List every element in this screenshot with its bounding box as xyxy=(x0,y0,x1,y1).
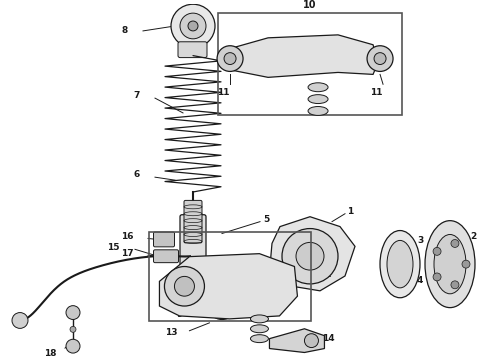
Text: 13: 13 xyxy=(165,328,177,337)
Ellipse shape xyxy=(380,230,420,298)
Circle shape xyxy=(188,21,198,31)
Circle shape xyxy=(367,46,393,71)
Circle shape xyxy=(66,306,80,319)
Text: 6: 6 xyxy=(134,170,140,179)
Text: 10: 10 xyxy=(303,0,317,10)
Text: 3: 3 xyxy=(417,236,423,245)
Polygon shape xyxy=(270,217,355,291)
Text: 2: 2 xyxy=(470,232,476,241)
Circle shape xyxy=(304,334,319,347)
Circle shape xyxy=(217,46,243,71)
Ellipse shape xyxy=(308,83,328,92)
Ellipse shape xyxy=(250,315,269,323)
Text: 9: 9 xyxy=(176,310,183,319)
Circle shape xyxy=(374,53,386,64)
Circle shape xyxy=(282,229,338,284)
Circle shape xyxy=(451,281,459,289)
Text: 11: 11 xyxy=(370,88,382,97)
Text: 8: 8 xyxy=(122,26,128,35)
Polygon shape xyxy=(270,329,324,352)
Circle shape xyxy=(462,260,470,268)
Text: 13: 13 xyxy=(165,254,177,263)
Circle shape xyxy=(433,273,441,281)
Text: 12: 12 xyxy=(319,270,332,279)
Circle shape xyxy=(208,292,236,319)
Ellipse shape xyxy=(308,107,328,116)
Text: 16: 16 xyxy=(122,232,134,241)
Ellipse shape xyxy=(387,240,413,288)
Circle shape xyxy=(215,299,229,312)
Bar xyxy=(218,13,402,114)
Bar xyxy=(149,232,311,321)
Ellipse shape xyxy=(308,95,328,104)
Circle shape xyxy=(180,13,206,39)
Text: 11: 11 xyxy=(217,88,229,97)
Polygon shape xyxy=(159,254,297,319)
Circle shape xyxy=(433,247,441,255)
Circle shape xyxy=(12,312,28,328)
Text: 1: 1 xyxy=(347,207,353,216)
Ellipse shape xyxy=(434,234,466,294)
Text: 5: 5 xyxy=(263,215,269,224)
FancyBboxPatch shape xyxy=(184,201,202,243)
FancyBboxPatch shape xyxy=(178,42,207,58)
Circle shape xyxy=(296,242,324,270)
FancyBboxPatch shape xyxy=(153,250,178,263)
Circle shape xyxy=(174,276,195,296)
Text: 17: 17 xyxy=(122,249,134,258)
Text: 18: 18 xyxy=(44,348,56,357)
FancyBboxPatch shape xyxy=(176,294,210,309)
Ellipse shape xyxy=(425,221,475,308)
Text: 15: 15 xyxy=(107,243,120,252)
Circle shape xyxy=(224,53,236,64)
Polygon shape xyxy=(233,35,378,77)
Circle shape xyxy=(70,327,76,332)
Ellipse shape xyxy=(250,335,269,343)
Circle shape xyxy=(66,339,80,353)
Ellipse shape xyxy=(250,325,269,333)
Text: 7: 7 xyxy=(134,91,140,100)
Circle shape xyxy=(171,4,215,48)
Text: 4: 4 xyxy=(417,276,423,285)
FancyBboxPatch shape xyxy=(180,215,206,303)
Circle shape xyxy=(451,239,459,247)
FancyBboxPatch shape xyxy=(153,232,174,247)
Circle shape xyxy=(165,266,204,306)
Text: 14: 14 xyxy=(322,334,335,343)
